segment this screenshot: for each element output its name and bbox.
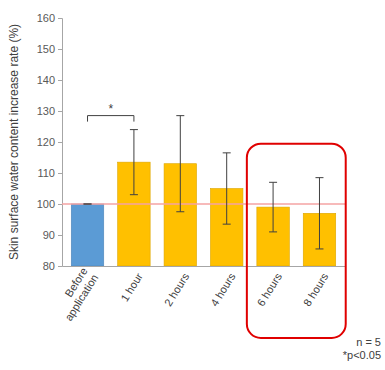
x-tick-label: 1 hour — [118, 270, 145, 303]
y-axis-title: Skin surface water content increase rate… — [7, 24, 21, 260]
highlight-box — [247, 144, 346, 338]
error-bar-cap — [176, 211, 184, 212]
x-tick: 4 hours — [208, 266, 238, 308]
x-tick-label: Beforeapplication — [52, 265, 101, 323]
chart: Skin surface water content increase rate… — [0, 0, 385, 370]
annotation: n = 5 — [356, 336, 381, 348]
y-tick-mark — [58, 80, 62, 81]
y-tick-mark — [58, 49, 62, 50]
annotation: *p<0.05 — [343, 349, 381, 361]
error-bar-cap — [269, 231, 277, 232]
error-bar — [130, 130, 138, 195]
error-bars — [84, 116, 324, 249]
y-tick-mark — [58, 173, 62, 174]
error-bar-cap — [315, 248, 323, 249]
error-bar-cap — [84, 204, 92, 205]
error-bar-stem — [273, 182, 274, 232]
x-tick-label: 2 hours — [162, 270, 192, 308]
y-tick-mark — [58, 18, 62, 19]
y-tick-label: 90 — [43, 229, 55, 241]
y-tick: 100 — [37, 198, 62, 210]
y-axis: 80 90 100 110 120 130 140 150 160 — [37, 12, 63, 272]
x-tick-label-line: 1 hour — [118, 270, 145, 303]
error-bar — [223, 153, 231, 224]
y-tick-mark — [58, 111, 62, 112]
y-tick-mark — [58, 142, 62, 143]
plot-area — [62, 116, 345, 266]
x-axis-line — [63, 266, 346, 267]
x-tick: 8 hours — [301, 266, 331, 308]
bar — [71, 204, 103, 266]
error-bar-cap — [269, 182, 277, 183]
error-bar — [176, 116, 184, 212]
error-bar-cap — [223, 152, 231, 153]
y-tick-mark — [58, 266, 62, 267]
x-axis: Beforeapplication 1 hour 2 hours 4 hours 6 h… — [52, 265, 346, 323]
x-tick-label-line: 8 hours — [301, 270, 331, 308]
error-bar-cap — [223, 224, 231, 225]
y-tick: 160 — [37, 12, 62, 24]
x-tick: 6 hours — [254, 266, 284, 308]
error-bar-stem — [226, 153, 227, 224]
error-bar-cap — [84, 204, 92, 205]
y-axis-line — [58, 19, 63, 267]
x-tick-label: 8 hours — [301, 270, 331, 308]
y-tick-label: 80 — [43, 260, 55, 272]
y-tick-mark — [58, 235, 62, 236]
x-tick-label: 4 hours — [208, 270, 238, 308]
error-bar-stem — [319, 178, 320, 249]
y-tick-mark — [58, 204, 62, 205]
error-bar — [315, 178, 323, 249]
reference-line — [62, 203, 345, 205]
significance-label: * — [108, 102, 113, 116]
y-tick: 90 — [43, 229, 62, 241]
y-tick-label: 100 — [37, 198, 55, 210]
error-bar-stem — [133, 130, 134, 195]
x-tick-label: 6 hours — [254, 270, 284, 308]
y-tick: 140 — [37, 74, 62, 86]
y-tick: 120 — [37, 136, 62, 148]
x-tick-label-line: 2 hours — [162, 270, 192, 308]
error-bar-cap — [315, 177, 323, 178]
x-tick-label-line: 4 hours — [208, 270, 238, 308]
error-bar-cap — [130, 194, 138, 195]
error-bar-cap — [176, 115, 184, 116]
y-tick-label: 110 — [37, 167, 55, 179]
y-tick: 130 — [37, 105, 62, 117]
y-tick-label: 120 — [37, 136, 55, 148]
x-tick: 2 hours — [162, 266, 192, 308]
error-bar — [84, 204, 92, 205]
y-tick-label: 160 — [37, 12, 55, 24]
error-bar-cap — [130, 129, 138, 130]
x-tick: Beforeapplication — [52, 265, 101, 323]
x-tick-label-line: 6 hours — [254, 270, 284, 308]
y-tick: 110 — [37, 167, 62, 179]
x-tick: 1 hour — [118, 266, 145, 304]
y-tick-label: 140 — [37, 74, 55, 86]
x-tick-label-line: application — [62, 272, 100, 323]
y-tick-label: 150 — [37, 43, 55, 55]
y-tick: 80 — [43, 260, 62, 272]
y-tick-label: 130 — [37, 105, 55, 117]
error-bar — [269, 182, 277, 232]
error-bar-stem — [180, 116, 181, 212]
significance-bracket — [88, 116, 134, 122]
overlays: * — [88, 102, 346, 338]
y-tick: 150 — [37, 43, 62, 55]
